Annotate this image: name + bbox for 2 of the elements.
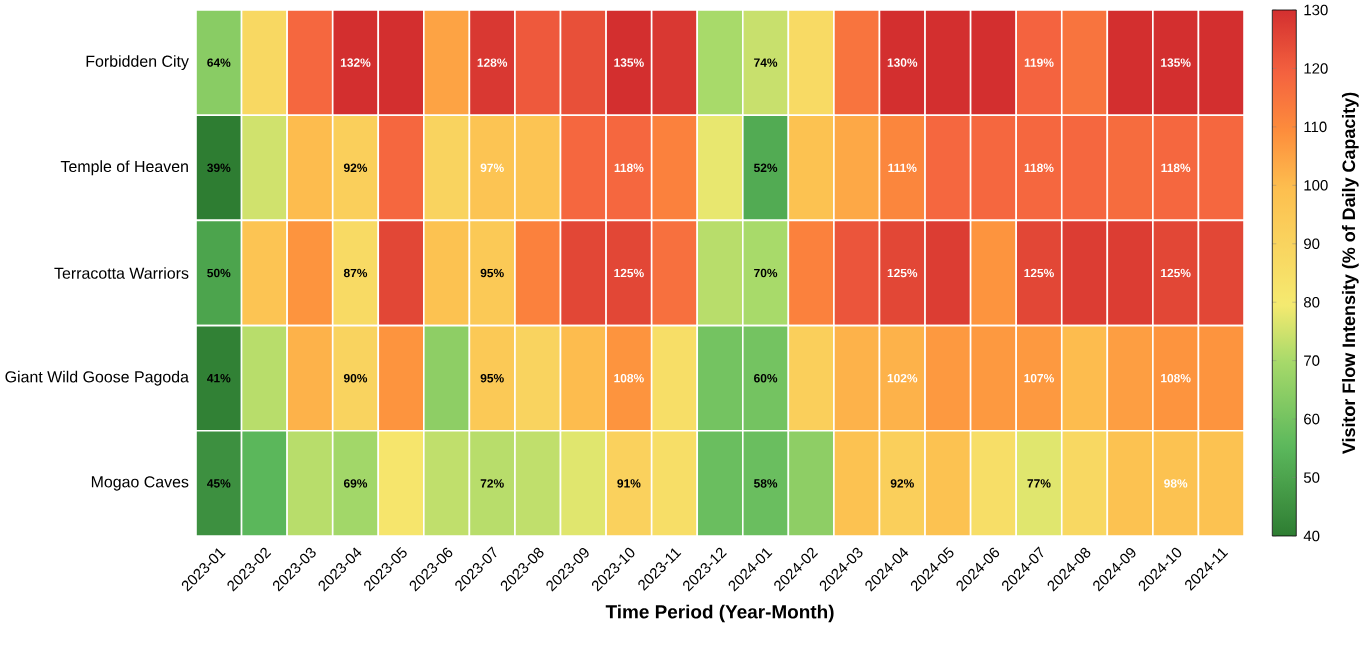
color-bar-title: Visitor Flow Intensity (% of Daily Capacity) (1341, 92, 1359, 455)
x-axis-title: Time Period (Year-Month) (605, 604, 834, 623)
